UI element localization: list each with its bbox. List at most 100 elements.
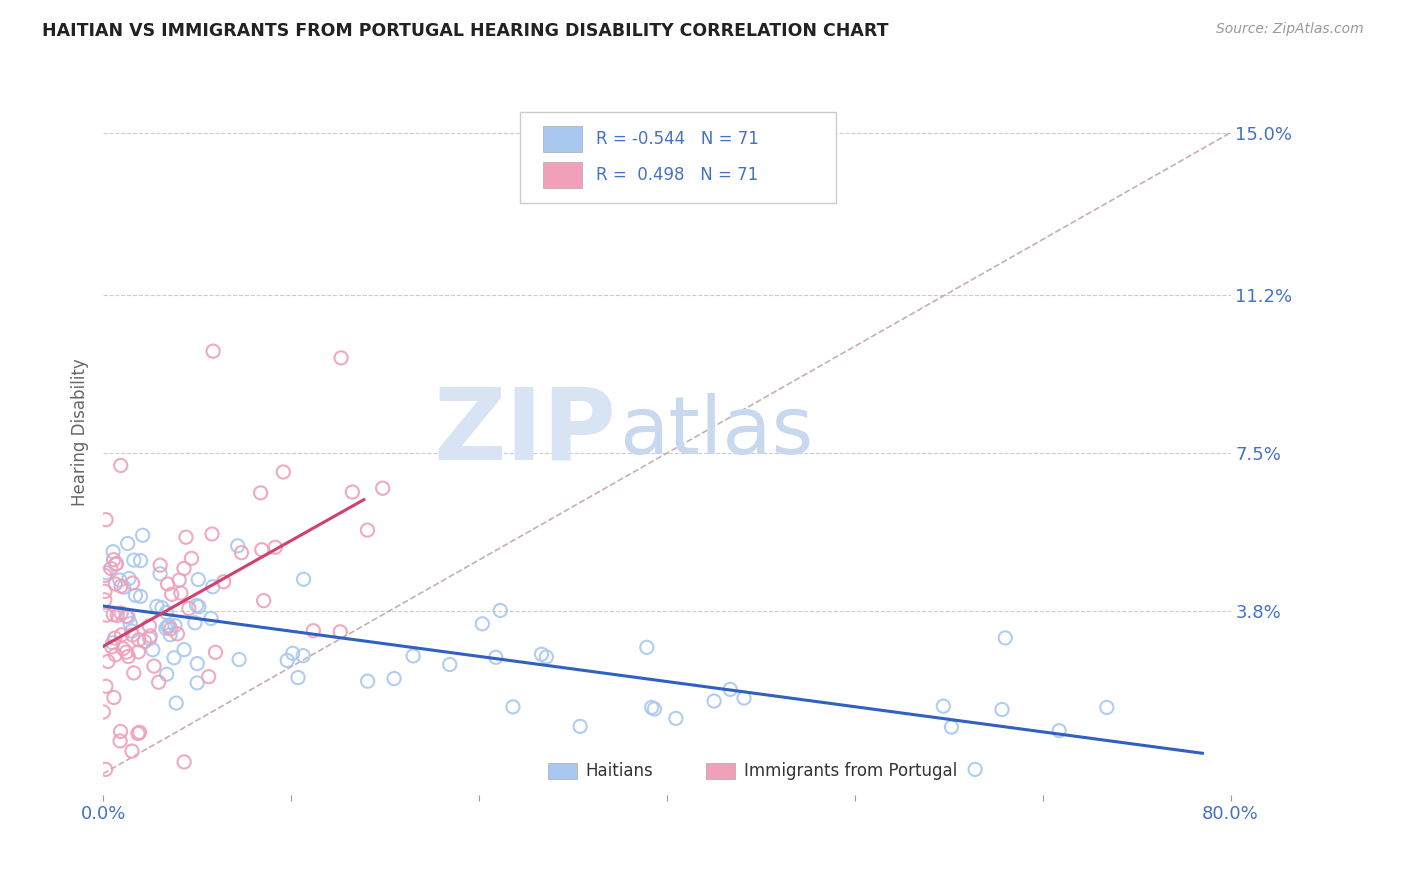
Point xyxy=(94,763,117,777)
Point xyxy=(287,671,309,685)
Point xyxy=(110,458,132,473)
Point xyxy=(991,702,1014,716)
Point xyxy=(157,618,180,632)
Point xyxy=(94,584,117,599)
Point xyxy=(382,672,405,686)
Point xyxy=(932,699,955,714)
Point xyxy=(994,631,1017,645)
Point xyxy=(138,619,160,633)
Point xyxy=(115,609,138,624)
Y-axis label: Hearing Disability: Hearing Disability xyxy=(72,358,89,506)
Point xyxy=(104,631,127,645)
Point xyxy=(155,606,177,620)
Point xyxy=(276,653,298,667)
Point xyxy=(121,628,143,642)
Point xyxy=(197,670,219,684)
Point xyxy=(121,576,143,591)
Point xyxy=(156,619,179,633)
Point xyxy=(201,580,224,594)
Point xyxy=(118,572,141,586)
Point xyxy=(91,705,114,719)
Point xyxy=(249,486,271,500)
Point xyxy=(329,624,352,639)
Point xyxy=(302,624,325,638)
Point xyxy=(104,577,127,591)
Point xyxy=(117,536,139,550)
Point xyxy=(1047,723,1070,738)
Point xyxy=(146,599,169,614)
Point xyxy=(471,616,494,631)
Point xyxy=(112,580,135,594)
Point xyxy=(129,553,152,567)
Point xyxy=(94,592,117,607)
Point xyxy=(103,552,125,566)
Point xyxy=(342,485,364,500)
Bar xyxy=(543,126,582,152)
Point xyxy=(150,600,173,615)
Text: HAITIAN VS IMMIGRANTS FROM PORTUGAL HEARING DISABILITY CORRELATION CHART: HAITIAN VS IMMIGRANTS FROM PORTUGAL HEAR… xyxy=(42,22,889,40)
Point xyxy=(371,481,394,495)
Point xyxy=(530,647,553,661)
Point xyxy=(104,648,127,662)
Point xyxy=(105,557,128,571)
Point xyxy=(128,632,150,647)
Point xyxy=(94,568,117,582)
Point xyxy=(184,615,207,630)
Bar xyxy=(548,763,576,779)
Point xyxy=(101,640,124,654)
Point xyxy=(250,542,273,557)
Text: R =  0.498   N = 71: R = 0.498 N = 71 xyxy=(596,166,758,185)
Point xyxy=(149,558,172,573)
Point xyxy=(292,572,315,586)
Point xyxy=(177,601,200,615)
Text: Source: ZipAtlas.com: Source: ZipAtlas.com xyxy=(1216,22,1364,37)
Point xyxy=(127,726,149,740)
Point xyxy=(173,561,195,575)
Point xyxy=(122,553,145,567)
Point xyxy=(173,755,195,769)
Point xyxy=(115,645,138,659)
Point xyxy=(186,657,208,671)
Text: Haitians: Haitians xyxy=(586,762,654,780)
Point xyxy=(121,744,143,758)
Point xyxy=(402,648,425,663)
Point xyxy=(941,720,963,734)
Text: atlas: atlas xyxy=(620,392,814,471)
Point xyxy=(120,616,142,631)
Point xyxy=(138,632,160,646)
Point xyxy=(129,590,152,604)
Point xyxy=(122,665,145,680)
Point xyxy=(155,621,177,635)
Point xyxy=(94,513,117,527)
Point xyxy=(485,650,508,665)
Point xyxy=(165,696,187,710)
Point xyxy=(502,699,524,714)
Point xyxy=(128,725,150,739)
Point xyxy=(110,628,132,642)
Point xyxy=(110,606,132,620)
Point xyxy=(134,634,156,648)
Point xyxy=(489,603,512,617)
Point xyxy=(186,676,208,690)
Point xyxy=(117,649,139,664)
Point xyxy=(569,719,592,733)
Point xyxy=(228,652,250,666)
Point xyxy=(536,650,558,665)
Point xyxy=(643,702,665,716)
Point xyxy=(143,659,166,673)
Point xyxy=(200,611,222,625)
Point xyxy=(100,561,122,575)
Point xyxy=(103,690,125,705)
Point xyxy=(96,608,118,623)
Text: R = -0.544   N = 71: R = -0.544 N = 71 xyxy=(596,130,759,148)
Point xyxy=(94,679,117,693)
Point xyxy=(330,351,353,365)
Point xyxy=(163,618,186,632)
Bar xyxy=(706,763,734,779)
Point xyxy=(148,675,170,690)
Point xyxy=(965,763,987,777)
Point xyxy=(103,607,125,622)
Point xyxy=(733,691,755,706)
Point xyxy=(636,640,658,655)
Point xyxy=(292,648,315,663)
